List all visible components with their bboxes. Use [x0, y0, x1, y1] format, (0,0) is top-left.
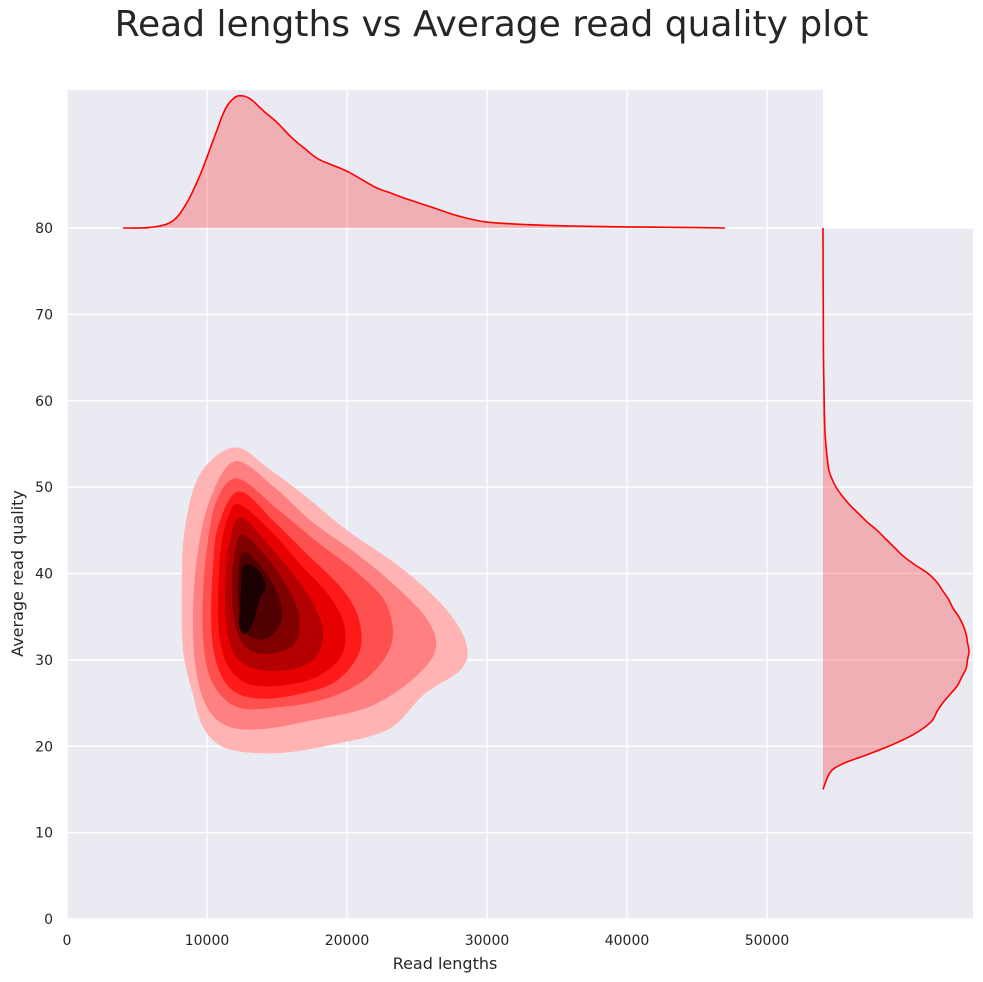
marginal-x-kde-fill — [123, 95, 725, 229]
y-tick-label: 70 — [35, 307, 53, 323]
y-axis-label: Average read quality — [8, 490, 27, 657]
y-tick-label: 60 — [35, 394, 53, 410]
y-tick-label: 30 — [35, 653, 53, 669]
y-tick-label: 0 — [44, 912, 53, 928]
y-tick-label: 10 — [35, 826, 53, 842]
x-tick-label: 0 — [63, 933, 72, 949]
y-tick-label: 40 — [35, 567, 53, 583]
y-tick-label: 50 — [35, 480, 53, 496]
x-tick-label: 40000 — [605, 933, 650, 949]
x-tick-label: 30000 — [465, 933, 510, 949]
x-tick-label: 10000 — [185, 933, 230, 949]
marginal-y-kde-line — [822, 227, 970, 790]
x-tick-label: 20000 — [325, 933, 370, 949]
y-tick-label: 80 — [35, 221, 53, 237]
kde-contour-level-9 — [239, 564, 266, 634]
marginal-y-kde-fill — [823, 228, 969, 790]
chart-title: Read lengths vs Average read quality plo… — [114, 4, 869, 45]
top-marginal-area — [67, 90, 823, 228]
x-axis-label: Read lengths — [393, 954, 498, 973]
marginal-x-kde-line — [122, 94, 726, 229]
x-tick-label: 50000 — [745, 933, 790, 949]
y-tick-label: 20 — [35, 739, 53, 755]
